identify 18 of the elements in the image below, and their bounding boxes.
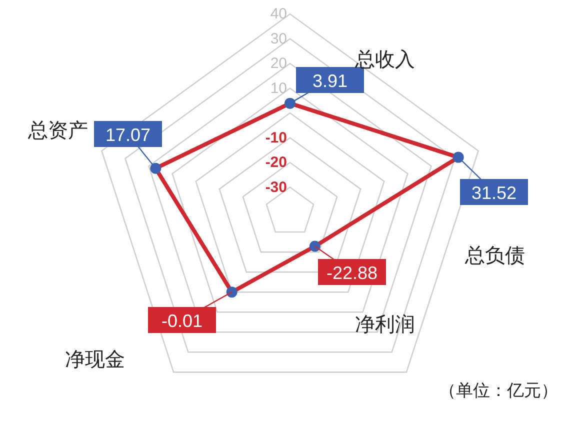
- data-label: -22.88: [326, 263, 378, 283]
- y-tick-label: 20: [270, 55, 287, 72]
- data-label: -0.01: [161, 311, 203, 331]
- spoke-label: 总收入: [354, 49, 415, 71]
- y-tick-label: -30: [265, 178, 287, 196]
- text: （单位：亿元）: [439, 381, 558, 400]
- y-tick-label: 40: [270, 6, 287, 22]
- spoke-label: 总资产: [27, 120, 88, 142]
- data-label: 31.52: [471, 183, 517, 203]
- spoke-label: 净现金: [65, 349, 125, 371]
- spoke-label: 总负债: [464, 245, 525, 267]
- data-label: 3.91: [312, 71, 348, 91]
- y-tick-label: -10: [265, 129, 287, 146]
- y-tick-label: 30: [270, 30, 287, 48]
- spoke-label: 净利润: [355, 314, 415, 336]
- y-tick-label: 10: [270, 80, 287, 97]
- y-tick-label: -20: [265, 154, 287, 171]
- data-label: 17.07: [105, 125, 151, 145]
